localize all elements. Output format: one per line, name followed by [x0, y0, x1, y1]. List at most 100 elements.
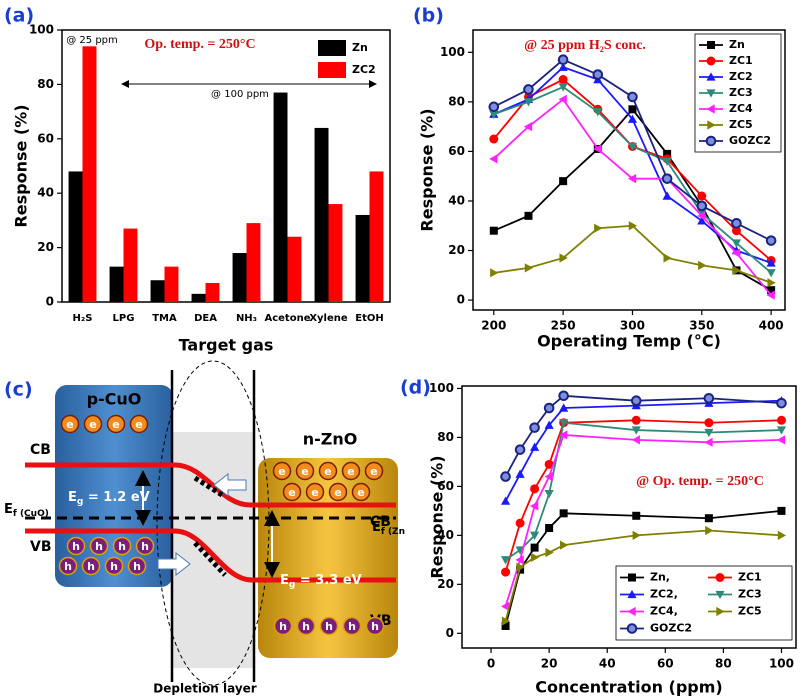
bar: [247, 223, 261, 302]
x-axis-label: Concentration (ppm): [535, 678, 722, 697]
bar: [151, 280, 165, 302]
marker: [705, 526, 713, 535]
marker: [663, 253, 671, 262]
legend-label: ZC2: [352, 63, 376, 76]
legend-marker: [707, 57, 716, 66]
marker: [501, 472, 510, 481]
legend-label: Zn: [729, 38, 745, 51]
annotation: @ 25 ppm H₂S conc.: [524, 38, 646, 53]
marker: [516, 519, 525, 528]
legend-label: ZC4: [729, 102, 753, 115]
carrier-label: e: [347, 465, 354, 478]
marker: [663, 191, 672, 199]
x-tick-label: 60: [657, 657, 674, 671]
marker: [501, 568, 510, 577]
marker: [545, 490, 554, 498]
series-line: [494, 226, 771, 283]
carrier-label: h: [87, 560, 95, 573]
carrier-label: e: [288, 486, 295, 499]
marker: [777, 435, 785, 444]
carrier-label: h: [371, 620, 379, 633]
y-tick-label: 80: [37, 77, 54, 91]
annotation: @ 25 ppm: [66, 35, 118, 46]
marker: [559, 391, 568, 400]
y-tick-label: 0: [46, 295, 54, 309]
marker: [545, 472, 553, 481]
charts: (a)Response (%)Target gas020406080100@ 2…: [4, 5, 796, 697]
carrier-label: h: [325, 620, 333, 633]
x-tick-label: 0: [487, 657, 495, 671]
bar: [356, 215, 370, 302]
y-tick-label: 0: [446, 626, 454, 640]
bar: [110, 267, 124, 302]
x-axis-label: Target gas: [179, 336, 274, 355]
x-tick-label: 300: [620, 319, 645, 333]
marker: [632, 396, 641, 405]
y-axis-label: Response (%): [418, 108, 437, 231]
x-axis-label: Operating Temp (°C): [537, 332, 721, 351]
x-tick-label: NH₃: [236, 313, 257, 324]
bar: [370, 171, 384, 302]
marker: [515, 470, 524, 478]
annotation: @ Op. temp. = 250°C: [636, 474, 764, 489]
n-label: n-ZnO: [303, 430, 358, 449]
marker: [767, 278, 775, 287]
marker: [698, 202, 707, 211]
annotation: Op. temp. = 250°C: [144, 37, 255, 52]
marker: [531, 544, 539, 552]
legend-label: ZC4,: [650, 605, 678, 618]
legend-marker: [707, 137, 716, 146]
bar: [165, 267, 179, 302]
marker: [560, 509, 568, 517]
panel-label: (d): [400, 377, 431, 399]
panel-label: (b): [413, 5, 444, 27]
x-tick-label: H₂S: [73, 313, 93, 324]
y-tick-label: 100: [429, 381, 454, 395]
bar: [69, 171, 83, 302]
x-tick-label: 20: [541, 657, 558, 671]
y-tick-label: 80: [437, 430, 454, 444]
y-tick-label: 60: [37, 131, 54, 145]
marker: [778, 531, 786, 540]
carrier-label: h: [279, 620, 287, 633]
y-tick-label: 20: [448, 243, 465, 257]
carrier-label: h: [141, 540, 149, 553]
x-tick-label: 250: [551, 319, 576, 333]
fermi-label: Ef (CuO): [4, 502, 49, 519]
legend-marker: [716, 573, 725, 582]
x-tick-label: LPG: [113, 313, 135, 324]
y-tick-label: 100: [440, 45, 465, 59]
x-tick-label: TMA: [152, 313, 177, 324]
marker: [524, 212, 532, 220]
legend-label: ZC3: [738, 588, 762, 601]
figure: (c) p-CuO n-ZnO CB VB CB VB Eg = 1.2 eV …: [0, 0, 804, 698]
legend-label: GOZC2: [650, 622, 692, 635]
carrier-label: h: [133, 560, 141, 573]
x-tick-label: 350: [689, 319, 714, 333]
legend-label: ZC2,: [650, 588, 678, 601]
carrier-label: e: [66, 418, 73, 431]
carrier-label: h: [110, 560, 118, 573]
carrier-label: h: [302, 620, 310, 633]
marker: [490, 268, 498, 277]
x-tick-label: DEA: [194, 313, 217, 324]
cb-label: CB: [30, 442, 51, 458]
y-tick-label: 40: [437, 528, 454, 542]
marker: [632, 416, 641, 425]
bar: [288, 237, 302, 302]
bar: [233, 253, 247, 302]
legend-label: ZC2: [729, 70, 753, 83]
marker: [530, 423, 539, 432]
marker: [777, 507, 785, 515]
bar: [83, 46, 97, 302]
marker: [489, 135, 498, 144]
bar: [329, 204, 343, 302]
legend-label: ZC3: [729, 86, 753, 99]
y-tick-label: 80: [448, 94, 465, 108]
x-tick-label: 100: [769, 657, 794, 671]
carrier-label: e: [112, 418, 119, 431]
bar: [274, 93, 288, 302]
marker: [545, 548, 553, 557]
legend-label: GOZC2: [729, 134, 771, 147]
carrier-label: e: [370, 465, 377, 478]
